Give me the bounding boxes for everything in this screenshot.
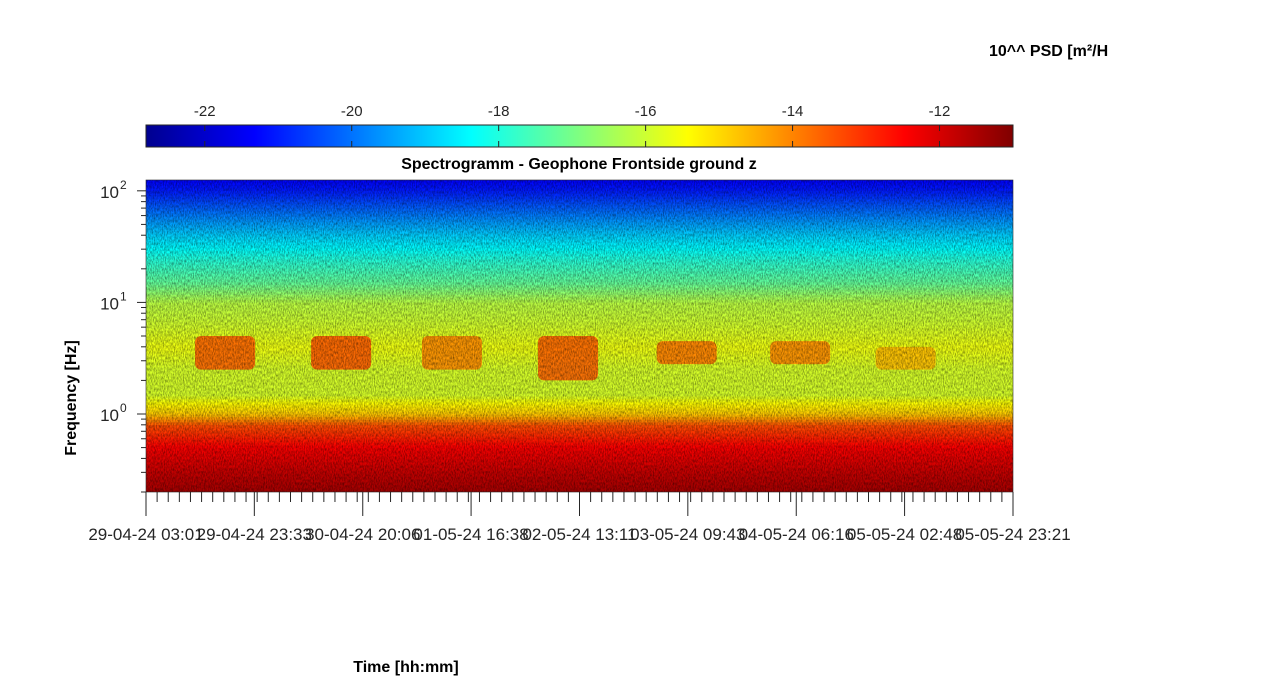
x-tick-label: 04-05-24 06:16 — [739, 525, 854, 544]
y-tick-label-base: 10 — [100, 183, 119, 202]
y-tick-label-exponent: 0 — [120, 401, 127, 415]
y-tick-label-exponent: 1 — [120, 289, 127, 303]
y-tick-label-exponent: 2 — [120, 178, 127, 192]
x-tick-label: 03-05-24 09:43 — [630, 525, 745, 544]
x-tick-label: 05-05-24 02:48 — [847, 525, 962, 544]
colorbar — [145, 124, 1014, 148]
y-tick-label-base: 10 — [100, 406, 119, 425]
x-tick-label: 29-04-24 03:01 — [88, 525, 203, 544]
spectrogram-plot — [146, 180, 1013, 492]
chart-title: Spectrogramm - Geophone Frontside ground… — [401, 156, 757, 173]
colorbar-tick-label: -22 — [194, 103, 216, 120]
x-tick-label: 02-05-24 13:11 — [522, 525, 636, 544]
colorbar-tick-label: -14 — [782, 103, 804, 120]
y-axis-label: Frequency [Hz] — [63, 340, 80, 456]
colorbar-ticks: -22 -20 -18 -16 -14 -12 — [194, 103, 950, 147]
colorbar-tick-label: -20 — [341, 103, 363, 120]
colorbar-tick-label: -12 — [929, 103, 951, 120]
x-tick-label: 29-04-24 23:33 — [197, 525, 312, 544]
x-axis-label: Time [hh:mm] — [353, 659, 458, 676]
colorbar-label: 10^^ PSD [m²/H — [989, 43, 1108, 60]
x-tick-label: 30-04-24 20:06 — [305, 525, 420, 544]
colorbar-tick-label: -18 — [488, 103, 510, 120]
x-tick-label: 01-05-24 16:38 — [413, 525, 528, 544]
y-tick-label-base: 10 — [100, 294, 119, 313]
speckle-texture — [146, 180, 1013, 492]
colorbar-tick-label: -16 — [635, 103, 657, 120]
x-tick-label: 05-05-24 23:21 — [955, 525, 1070, 544]
